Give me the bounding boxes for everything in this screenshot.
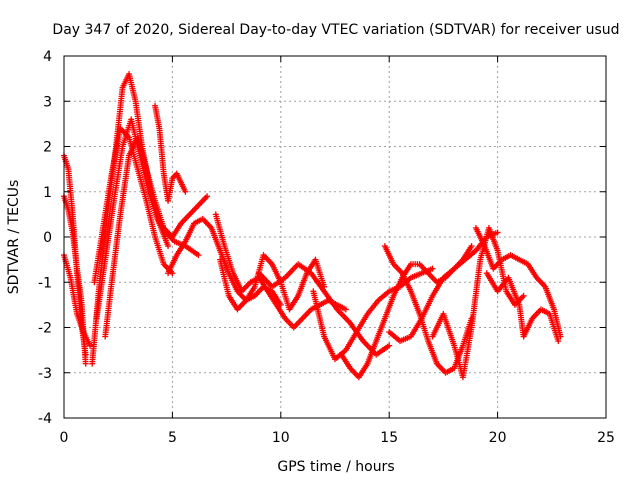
- data-point: [195, 252, 202, 259]
- series-arc-15: [381, 243, 475, 376]
- data-point: [204, 193, 211, 200]
- data-point: [82, 360, 89, 367]
- series-arc-8: [152, 102, 189, 204]
- data-points: [61, 71, 564, 381]
- data-point: [342, 306, 349, 313]
- grid: [64, 56, 606, 418]
- series-arc-3: [61, 252, 94, 349]
- data-point: [429, 265, 436, 272]
- data-point: [182, 188, 189, 195]
- data-point: [386, 342, 393, 349]
- series-arc-6: [93, 116, 202, 322]
- series-arc-2: [61, 193, 89, 367]
- series-arc-10: [212, 211, 349, 331]
- series-arc-7: [102, 134, 211, 340]
- series-arc-5: [91, 125, 176, 286]
- data-point: [165, 243, 172, 250]
- data-point: [468, 243, 475, 250]
- series-arc-12: [256, 261, 393, 358]
- series-arc-14: [338, 243, 475, 381]
- series-arc-9: [165, 215, 284, 308]
- data-point: [87, 342, 94, 349]
